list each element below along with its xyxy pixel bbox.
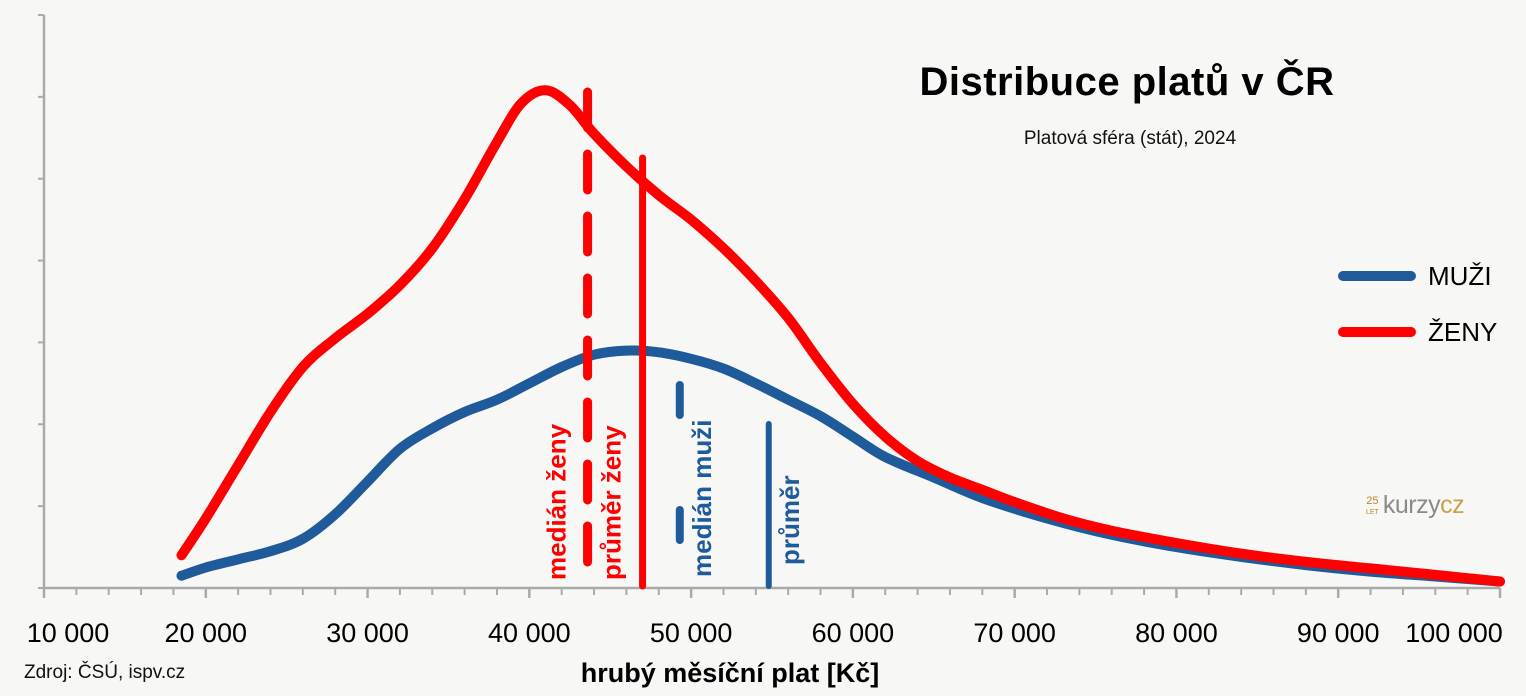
x-tick-label: 30 000 <box>326 618 409 648</box>
x-tick-labels: 10 000 20 000 30 000 40 000 50 000 60 000 70 0… <box>27 618 1503 648</box>
x-tick-label: 50 000 <box>650 618 733 648</box>
x-tick-label: 10 000 <box>27 618 110 648</box>
ref-label-medián-ženy: medián ženy <box>542 423 572 580</box>
x-tick-label: 100 000 <box>1405 618 1503 648</box>
x-tick-label: 90 000 <box>1297 618 1380 648</box>
x-tick-label: 20 000 <box>164 618 247 648</box>
chart-title: Distribuce platů v ČR <box>919 60 1335 104</box>
chart-subtitle: Platová sféra (stát), 2024 <box>1023 128 1237 149</box>
x-tick-label: 70 000 <box>973 618 1056 648</box>
ref-label-medián-muži: medián muži <box>687 420 717 577</box>
reference-lines: medián ženy průměr ženy medián muži průměr <box>542 87 805 591</box>
legend-item-men: MUŽI <box>1338 258 1492 294</box>
x-tick-label: 60 000 <box>812 618 895 648</box>
source-note: Zdroj: ČSÚ, ispv.cz <box>24 662 186 683</box>
legend-swatch-women <box>1338 327 1416 337</box>
x-tick-label: 40 000 <box>488 618 571 648</box>
logo-years: 25 LET <box>1366 495 1379 517</box>
ref-label-průměr-ženy: průměr ženy <box>597 425 627 580</box>
legend-item-women: ŽENY <box>1338 314 1497 350</box>
legend-swatch-men <box>1338 271 1416 281</box>
x-tick-label: 80 000 <box>1135 618 1218 648</box>
legend-label-women: ŽENY <box>1428 316 1498 347</box>
logo-brand: kurzycz <box>1382 491 1465 519</box>
ref-label-průměr: průměr <box>775 475 805 565</box>
series-layer <box>176 85 1505 587</box>
series-line-women <box>176 85 1505 587</box>
kurzy-logo: 25 LET kurzycz <box>1366 491 1465 519</box>
legend: MUŽI ŽENY <box>1338 258 1518 368</box>
legend-label-men: MUŽI <box>1428 260 1492 291</box>
axes <box>38 14 1502 598</box>
x-axis-label: hrubý měsíční plat [Kč] <box>580 658 880 688</box>
